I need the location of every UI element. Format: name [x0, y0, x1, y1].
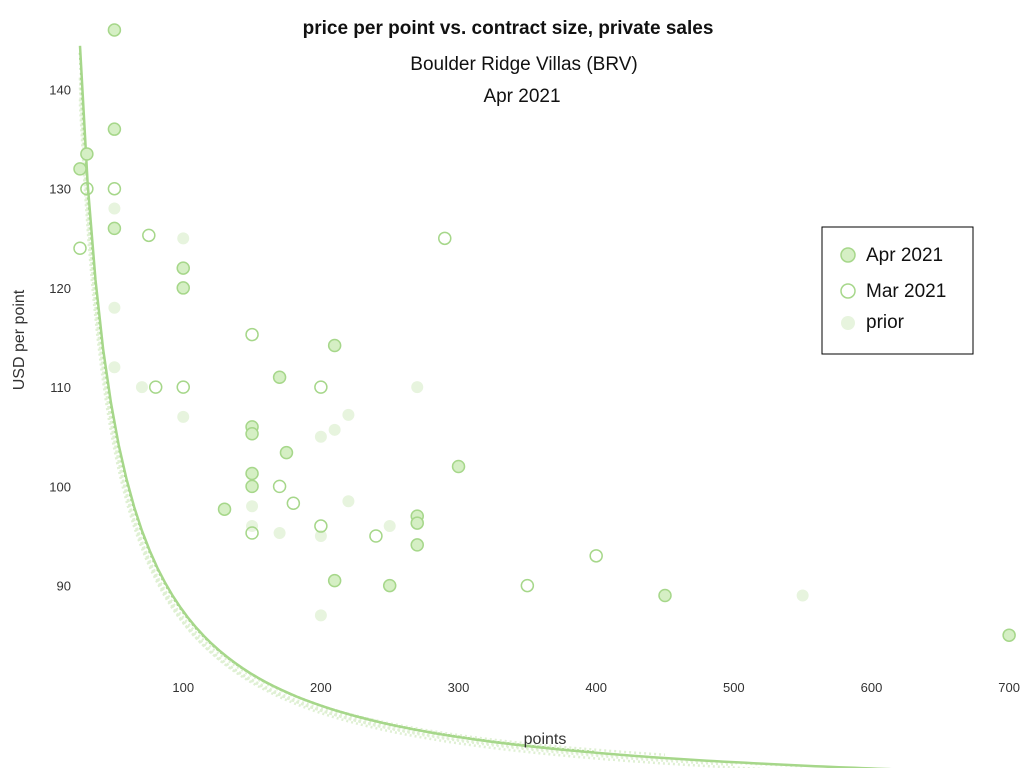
data-point-prior [342, 408, 355, 421]
y-tick-label: 110 [50, 380, 71, 395]
data-point-prior [383, 520, 396, 533]
data-point-apr-2021 [176, 281, 190, 295]
x-tick-label: 100 [172, 680, 194, 695]
chart-title: price per point vs. contract size, priva… [303, 18, 714, 39]
data-point-apr-2021 [245, 427, 259, 441]
y-tick-label: 90 [57, 579, 71, 594]
y-axis-label: USD per point [11, 289, 28, 390]
data-point-apr-2021 [327, 338, 342, 353]
data-point-prior [342, 495, 355, 508]
data-point-apr-2021 [382, 578, 397, 593]
data-point-apr-2021 [176, 261, 190, 275]
data-point-prior [108, 361, 121, 374]
data-point-apr-2021 [107, 221, 122, 236]
x-tick-label: 400 [585, 680, 607, 695]
data-point-apr-2021 [410, 516, 424, 530]
data-point-mar-2021 [176, 380, 190, 394]
data-point-mar-2021 [314, 380, 328, 394]
y-tick-label: 140 [49, 82, 71, 97]
data-point-prior [314, 529, 327, 542]
data-point-prior [314, 609, 327, 622]
data-point-apr-2021 [279, 445, 294, 460]
data-point-prior [177, 232, 190, 245]
data-point-apr-2021 [658, 588, 672, 603]
legend-marker-apr-2021 [840, 247, 856, 263]
legend-label-apr-2021: Apr 2021 [866, 245, 943, 266]
x-tick-label: 300 [448, 680, 470, 695]
chart-subtitle-month: Apr 2021 [483, 86, 560, 107]
data-point-apr-2021 [245, 479, 259, 494]
data-point-apr-2021 [410, 538, 424, 552]
x-tick-label: 500 [723, 680, 745, 695]
data-point-prior [796, 589, 809, 602]
data-point-mar-2021 [148, 380, 163, 394]
data-point-prior [108, 301, 121, 314]
data-point-mar-2021 [286, 496, 301, 510]
y-tick-label: 100 [49, 479, 71, 494]
data-point-mar-2021 [245, 327, 259, 342]
data-point-prior [135, 381, 148, 394]
data-point-prior [273, 527, 286, 539]
data-point-prior [328, 423, 341, 436]
x-tick-label: 700 [998, 680, 1020, 695]
data-point-apr-2021 [107, 23, 122, 37]
chart-legend: Apr 2021 Mar 2021 prior [821, 226, 974, 355]
chart-subtitle-resort: Boulder Ridge Villas (BRV) [410, 54, 637, 75]
data-point-mar-2021 [107, 181, 122, 196]
data-point-apr-2021 [73, 162, 87, 176]
data-point-prior [246, 500, 259, 513]
y-tick-label: 120 [49, 281, 71, 296]
data-point-apr-2021 [327, 573, 342, 588]
data-point-prior [177, 410, 190, 423]
data-point-mar-2021 [142, 228, 156, 243]
x-axis-ticks: 100 200 300 400 500 600 700 [172, 680, 1020, 695]
y-axis-ticks: 90 100 110 120 130 140 [49, 82, 71, 593]
legend-marker-mar-2021 [840, 283, 856, 299]
x-tick-label: 600 [861, 680, 883, 695]
data-point-apr-2021 [107, 122, 122, 136]
data-point-apr-2021 [272, 370, 287, 384]
data-point-mar-2021 [73, 241, 87, 255]
data-point-prior [314, 430, 327, 443]
x-tick-label: 200 [310, 680, 332, 695]
data-point-apr-2021 [1002, 628, 1016, 642]
legend-label-prior: prior [866, 312, 905, 333]
data-point-mar-2021 [245, 526, 259, 540]
legend-marker-prior [841, 316, 855, 330]
data-point-prior [108, 202, 121, 215]
data-point-mar-2021 [520, 578, 535, 593]
data-point-apr-2021 [245, 466, 259, 481]
data-point-apr-2021 [451, 459, 466, 474]
x-axis-label: points [524, 731, 567, 748]
y-tick-label: 130 [49, 182, 71, 197]
data-point-apr-2021 [217, 502, 232, 516]
data-point-mar-2021 [272, 479, 287, 494]
data-point-prior [246, 520, 259, 533]
data-point-mar-2021 [438, 231, 452, 246]
data-point-mar-2021 [589, 549, 603, 563]
data-point-mar-2021 [80, 181, 94, 196]
data-point-mar-2021 [314, 519, 328, 533]
data-point-apr-2021 [80, 147, 94, 161]
data-point-mar-2021 [369, 529, 383, 543]
data-points [73, 23, 1016, 642]
legend-label-mar-2021: Mar 2021 [866, 281, 946, 302]
data-point-prior [411, 381, 424, 394]
